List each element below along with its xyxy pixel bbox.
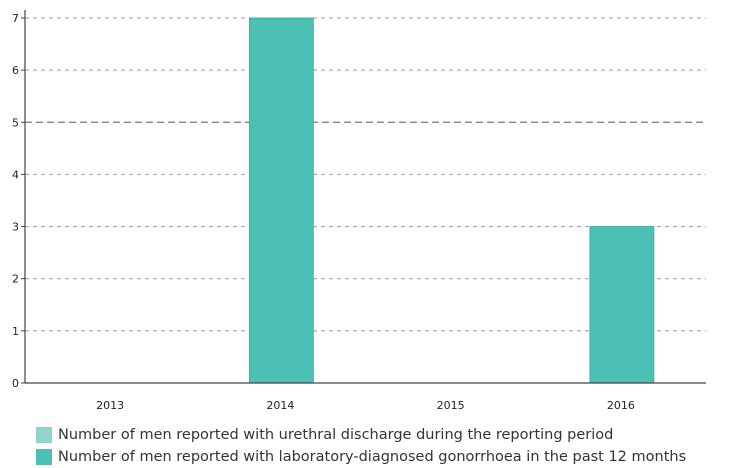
bars (248, 17, 655, 384)
y-tick-label: 0 (12, 377, 19, 390)
y-tick-label: 3 (12, 221, 19, 234)
y-tick-label: 6 (12, 64, 19, 77)
x-axis-ticks: 2013 2014 2015 2016 (96, 399, 635, 412)
x-tick-label: 2016 (607, 399, 635, 412)
legend-item-urethral-discharge[interactable]: Number of men reported with urethral dis… (36, 424, 686, 446)
y-tick-label: 2 (12, 273, 19, 286)
y-tick-label: 4 (12, 168, 19, 181)
bar-2014[interactable] (248, 17, 314, 384)
legend-swatch-gonorrhoea (36, 449, 52, 465)
bar-chart: 0 1 2 3 4 5 6 7 2013 2014 2015 2016 (12, 10, 706, 412)
x-tick-label: 2013 (96, 399, 124, 412)
legend-label-gonorrhoea: Number of men reported with laboratory-d… (58, 449, 687, 465)
legend-swatch-urethral-discharge (36, 427, 52, 443)
x-tick-label: 2015 (437, 399, 465, 412)
bar-2016[interactable] (589, 226, 655, 384)
y-tick-label: 5 (12, 116, 19, 129)
legend-label-urethral-discharge: Number of men reported with urethral dis… (58, 427, 614, 443)
y-axis-ticks: 0 1 2 3 4 5 6 7 (12, 12, 25, 390)
x-tick-label: 2014 (266, 399, 294, 412)
y-tick-label: 7 (12, 12, 19, 25)
gridlines (25, 17, 706, 332)
legend-item-gonorrhoea[interactable]: Number of men reported with laboratory-d… (36, 446, 686, 468)
legend: Number of men reported with urethral dis… (36, 424, 686, 468)
y-tick-label: 1 (12, 325, 19, 338)
